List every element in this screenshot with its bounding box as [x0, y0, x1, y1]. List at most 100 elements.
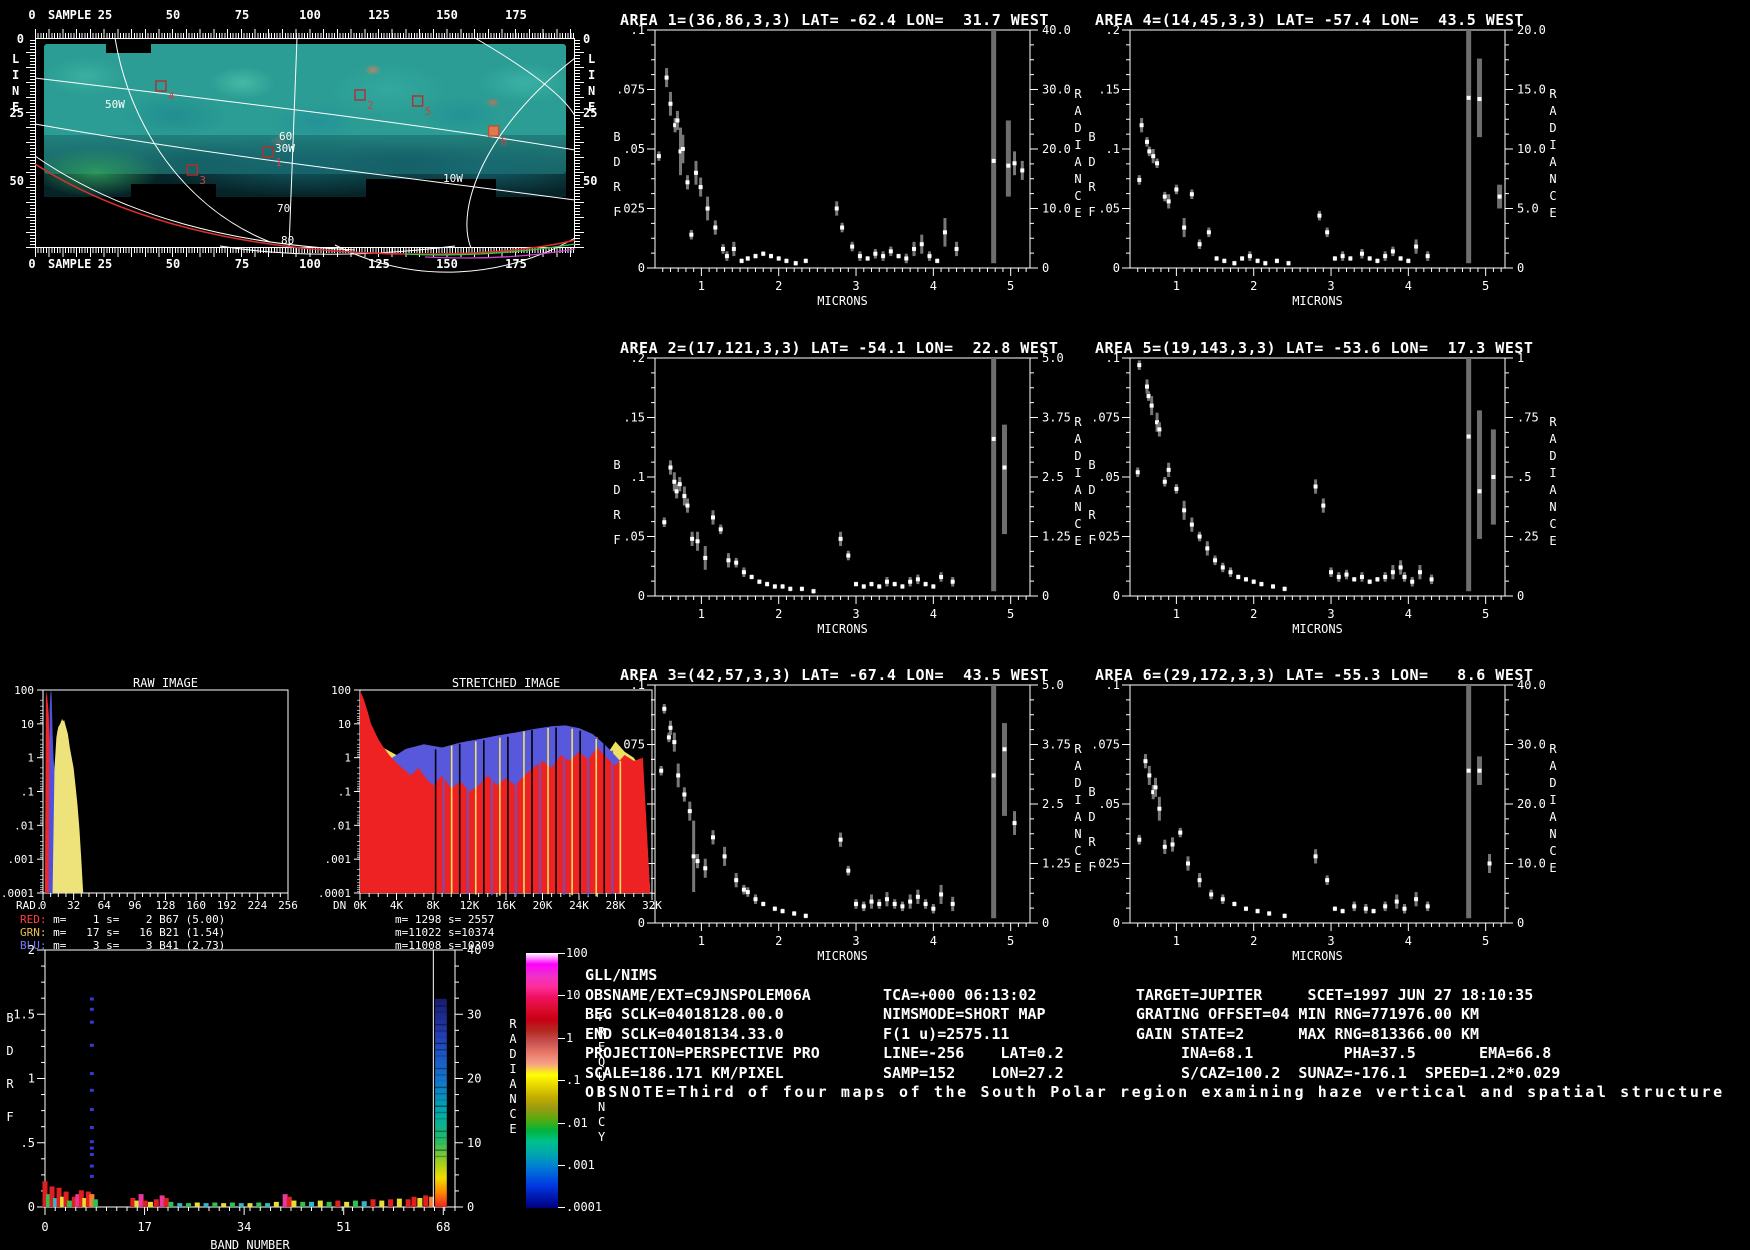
svg-text:60: 60	[279, 130, 292, 143]
error-bars	[1466, 358, 1496, 592]
svg-text:F: F	[613, 533, 620, 547]
sample-tick-bottom: 100	[299, 257, 321, 271]
svg-text:D: D	[1088, 155, 1095, 169]
area-marker-2	[354, 89, 366, 101]
error-bars	[1466, 685, 1482, 919]
svg-text:.5: .5	[1517, 470, 1531, 484]
x-axis: 1 2 3 4 5	[662, 596, 1027, 621]
svg-text:D: D	[1088, 810, 1095, 824]
svg-text:I: I	[1549, 138, 1556, 152]
map-grid-overlay: 50W 30W 10W 60 70 80 1 2 3 4 5 6	[34, 37, 576, 273]
area-marker-3	[186, 164, 199, 176]
sample-axis-label-top: SAMPLE	[48, 8, 92, 22]
stats-label: GRN:	[20, 926, 47, 939]
svg-text:4: 4	[930, 934, 937, 948]
frequency-letter: Y	[598, 1130, 606, 1144]
svg-text:R: R	[1549, 87, 1557, 101]
svg-text:.1: .1	[1106, 678, 1120, 692]
line-axis-letter: N	[12, 84, 20, 98]
error-bars	[991, 30, 1011, 264]
svg-text:4: 4	[930, 279, 937, 293]
svg-text:2: 2	[28, 943, 35, 957]
svg-text:.1: .1	[631, 470, 645, 484]
stretched-image: 100 10 1 .1 .01 .001 .0001	[318, 684, 653, 900]
grid-line	[474, 37, 576, 117]
svg-text:.15: .15	[623, 411, 645, 425]
svg-text:40: 40	[467, 943, 481, 957]
area-marker-6	[487, 125, 500, 137]
svg-text:.01: .01	[14, 819, 34, 832]
svg-text:A: A	[1074, 759, 1082, 773]
svg-text:4: 4	[1405, 279, 1412, 293]
svg-text:E: E	[1074, 534, 1081, 548]
hist-stats-row: m=11008 s=10309	[395, 939, 494, 952]
map-border	[35, 38, 575, 248]
map-panel: 0 0 25 25 50 50 75 75 100 100 125 125 150 150 175 175 SA…	[0, 0, 610, 280]
svg-text:0: 0	[1113, 261, 1120, 275]
svg-text:10.0: 10.0	[1517, 857, 1546, 871]
svg-text:D: D	[509, 1047, 516, 1061]
svg-text:0: 0	[1042, 916, 1049, 930]
colorbar-tick-mark	[558, 953, 565, 954]
microns-label: MICRONS	[1292, 949, 1343, 963]
frequency-letter: E	[598, 1040, 606, 1054]
line-axis-letter: E	[12, 100, 20, 114]
colorbar-tick-label: .1	[566, 1073, 581, 1088]
svg-text:.2: .2	[1106, 23, 1120, 37]
frequency-letter: N	[598, 1100, 606, 1114]
svg-text:0: 0	[638, 589, 645, 603]
svg-text:5: 5	[425, 105, 432, 118]
hist-x-tick: 224	[247, 899, 268, 912]
frequency-letter: R	[598, 1025, 606, 1039]
svg-text:R: R	[1088, 180, 1096, 194]
svg-text:D: D	[1074, 121, 1081, 135]
svg-text:0: 0	[1517, 261, 1524, 275]
colorbar-tick-mark	[558, 1037, 565, 1039]
svg-text:20.0: 20.0	[1517, 797, 1546, 811]
sample-ruler-top-major	[35, 29, 575, 38]
metadata-line: BEG SCLK=04018128.00.0 NIMSMODE=SHORT MA…	[585, 1005, 1480, 1023]
svg-text:.075: .075	[616, 738, 645, 752]
svg-text:5: 5	[1482, 279, 1489, 293]
grid-line	[334, 237, 576, 273]
image-black-notch	[131, 184, 216, 214]
histogram-series	[360, 690, 651, 893]
svg-text:4: 4	[930, 607, 937, 621]
svg-text:4: 4	[1405, 934, 1412, 948]
line-ruler-left-major	[26, 38, 35, 248]
svg-text:F: F	[1088, 533, 1095, 547]
grid-line	[466, 57, 576, 249]
svg-text:R: R	[6, 1077, 14, 1091]
sample-tick-bottom: 0	[28, 257, 36, 271]
svg-text:1: 1	[1517, 351, 1524, 365]
svg-text:D: D	[1549, 776, 1556, 790]
svg-text:N: N	[1074, 500, 1081, 514]
colorbar-tick-label: .001	[566, 1158, 595, 1172]
svg-text:I: I	[1549, 466, 1556, 480]
grid-line	[34, 123, 576, 201]
svg-text:B: B	[1088, 130, 1095, 144]
colorbar-tick-mark	[558, 1165, 565, 1166]
colorbar-tick-label: .0001	[566, 1200, 603, 1215]
svg-text:1: 1	[275, 156, 282, 169]
svg-text:A: A	[1074, 104, 1082, 118]
sample-tick-top: 125	[368, 8, 390, 22]
svg-text:A: A	[1074, 155, 1082, 169]
sample-tick-bottom: 50	[165, 257, 181, 271]
frequency-letter: F	[598, 1010, 606, 1024]
sample-tick-bottom: 175	[505, 257, 527, 271]
line-ruler-right-major	[575, 38, 584, 248]
svg-text:.05: .05	[1098, 470, 1120, 484]
line-tick-left: 50	[9, 174, 24, 188]
line-axis-letter: N	[588, 84, 596, 98]
svg-text:30.0: 30.0	[1042, 83, 1071, 97]
frequency-letter: E	[598, 1085, 606, 1099]
series-red	[360, 690, 651, 893]
data-points	[659, 704, 1017, 919]
stats-label: BLU:	[20, 939, 47, 952]
hist-x-tick: 0K	[353, 899, 367, 912]
